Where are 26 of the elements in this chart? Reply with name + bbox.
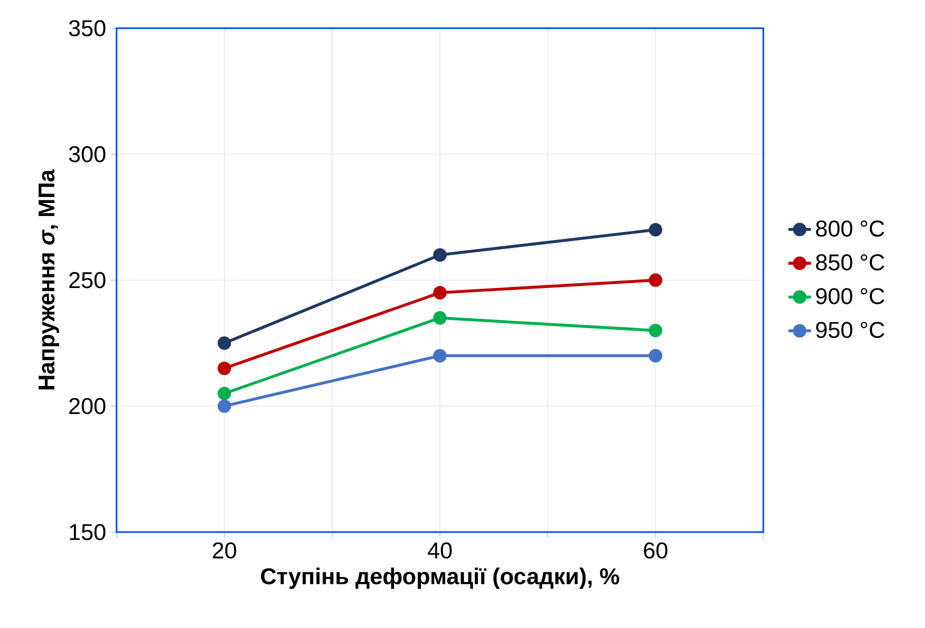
y-tick-label: 350 <box>69 20 106 36</box>
point <box>648 273 662 287</box>
point <box>433 311 447 325</box>
y-tick-label: 150 <box>70 524 106 540</box>
x-tick-label: 60 <box>644 542 668 559</box>
legend-label: 800 °C <box>816 220 884 237</box>
point <box>218 399 232 413</box>
y-tick-label: 250 <box>69 272 106 288</box>
point <box>648 348 662 362</box>
y-axis-title: Напруження σ, МПа <box>38 169 60 390</box>
point <box>433 248 447 262</box>
point <box>648 223 662 237</box>
x-axis-title: Ступінь деформації (осадки), % <box>261 568 620 589</box>
legend-label: 850 °C <box>816 254 884 270</box>
point <box>218 336 232 350</box>
legend-label: 950 °C <box>816 322 884 338</box>
point <box>433 348 447 362</box>
point <box>648 324 662 338</box>
x-tick-label: 40 <box>428 542 452 559</box>
y-tick-label: 200 <box>69 398 106 414</box>
point <box>218 362 232 376</box>
legend-label: 900 °C <box>816 288 884 304</box>
x-tick-label: 20 <box>212 542 236 559</box>
point <box>433 286 447 300</box>
y-tick-label: 300 <box>69 146 106 162</box>
point <box>218 386 232 400</box>
